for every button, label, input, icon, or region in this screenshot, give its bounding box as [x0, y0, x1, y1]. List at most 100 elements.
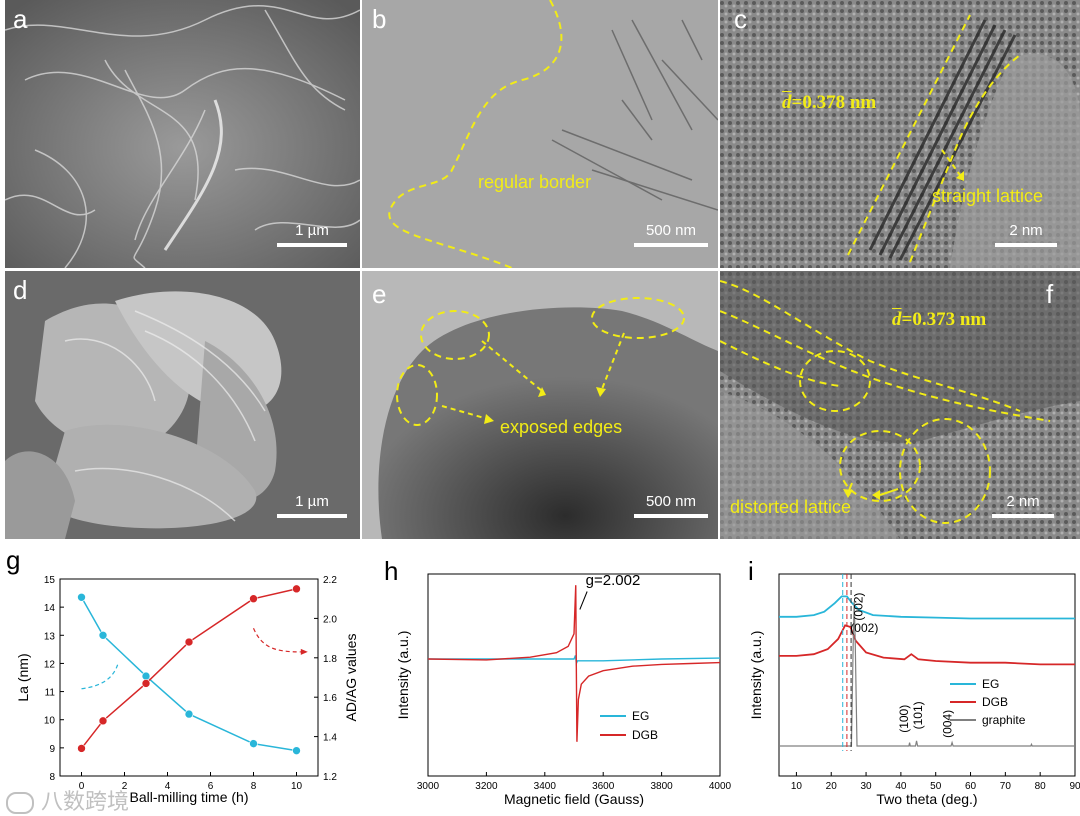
- legend-label: EG: [982, 677, 999, 691]
- panel-d-sem-image: d 1 µm: [5, 271, 360, 539]
- scale-bar-label: 2 nm: [1006, 493, 1040, 510]
- watermark-text: 八数跨境: [41, 790, 130, 815]
- watermark: 八数跨境: [6, 784, 129, 816]
- scale-bar: 1 µm: [277, 222, 347, 247]
- tem-texture-b: [388, 0, 718, 268]
- x-tick-label: 3400: [534, 781, 557, 792]
- scale-bar-label: 1 µm: [295, 493, 329, 510]
- y-tick-label-right: 2.0: [323, 614, 337, 625]
- scale-bar-label: 1 µm: [295, 222, 329, 239]
- sem-texture-a: [5, 0, 360, 268]
- panel-label: a: [13, 4, 28, 34]
- legend-label: DGB: [982, 695, 1008, 709]
- x-tick-label: 6: [208, 781, 214, 792]
- y-tick-label-left: 13: [44, 631, 56, 642]
- panel-label: f: [1046, 279, 1054, 309]
- data-point-la: [77, 592, 86, 602]
- x-tick-label: 50: [930, 781, 942, 792]
- scale-bar-label: 500 nm: [645, 222, 697, 239]
- annotation-straight-lattice: straight lattice: [932, 186, 1044, 206]
- x-tick-label: 3800: [650, 781, 673, 792]
- y-tick-label-right: 1.6: [323, 693, 337, 704]
- series-line-dgb: [427, 585, 721, 742]
- scale-bar-label: 500 nm: [645, 493, 697, 510]
- hrtem-texture-c: [720, 0, 1080, 268]
- data-point-ad-ag: [292, 584, 301, 594]
- peak-label: (002): [850, 621, 878, 635]
- tem-texture-e: [378, 297, 718, 539]
- panel-a-sem-image: a 1 µm: [5, 0, 360, 268]
- panel-label: d: [13, 275, 28, 305]
- panel-label-h: h: [384, 556, 399, 586]
- plot-frame: [778, 573, 1076, 777]
- series-line-eg: [779, 595, 1075, 620]
- x-tick-label: 3000: [417, 781, 440, 792]
- x-tick-label: 3200: [475, 781, 498, 792]
- panel-e-tem-image: e exposed edges 500 nm: [362, 271, 718, 539]
- y-axis-label-right: AD/AG values: [343, 634, 359, 722]
- y-tick-label-right: 1.2: [323, 772, 337, 783]
- y-tick-label-left: 12: [44, 659, 56, 670]
- panel-label: c: [734, 4, 747, 34]
- d-symbol: d: [782, 92, 792, 113]
- panel-c-hrtem-image: c d=0.378 nm straight lattice 2 nm: [720, 0, 1080, 268]
- panel-label: b: [372, 4, 387, 34]
- d-spacing-value: =0.373 nm: [901, 309, 987, 330]
- right-axis-arrow: [252, 628, 301, 653]
- x-tick-label: 30: [860, 781, 872, 792]
- x-tick-label: 3600: [592, 781, 615, 792]
- x-tick-label: 60: [965, 781, 977, 792]
- data-point-ad-ag: [77, 744, 86, 753]
- x-tick-label: 10: [791, 781, 803, 792]
- x-tick-label: 8: [251, 781, 257, 792]
- data-point-la: [249, 739, 258, 748]
- y-tick-label-right: 1.4: [323, 733, 337, 744]
- panel-label-i: i: [748, 556, 754, 586]
- x-tick-label: 0: [79, 781, 85, 792]
- y-tick-label-left: 10: [44, 716, 56, 727]
- x-tick-label: 90: [1069, 781, 1080, 792]
- scale-bar: 2 nm: [992, 493, 1054, 518]
- x-tick-label: 2: [122, 781, 128, 792]
- data-point-la: [98, 630, 108, 640]
- plot-frame: [59, 578, 319, 777]
- y-tick-label-left: 8: [49, 772, 55, 783]
- series-line-la: [80, 596, 297, 752]
- right-axis-arrow-head: [300, 648, 308, 655]
- chart-i: 10 20 30 40 50 60 70 80 90 Two theta (deg.) Intens…: [748, 573, 1080, 807]
- x-tick-label: 70: [1000, 781, 1012, 792]
- series-line-dgb: [779, 624, 1075, 666]
- d-spacing-value: =0.378 nm: [791, 92, 877, 113]
- series-line-ad-ag: [80, 588, 297, 749]
- d-spacing-label: d=0.373 nm: [892, 309, 986, 331]
- scale-bar: 500 nm: [634, 222, 708, 247]
- panel-b-tem-image: b regular border 500 nm: [362, 0, 718, 268]
- x-tick-label: 4: [165, 781, 171, 792]
- peak-label: (100): [897, 705, 911, 733]
- data-point-ad-ag: [184, 637, 194, 647]
- x-axis-label: Ball-milling time (h): [129, 789, 248, 805]
- x-tick-label: 80: [1035, 781, 1047, 792]
- charts-row: 0 2 4 6 8 10 8 9 10 11 12 13 14 15 1.2 1.4 1.6 1.8 2.0 2.2 B…: [15, 572, 1080, 807]
- panel-label: e: [372, 279, 387, 309]
- watermark-icon: [6, 792, 34, 814]
- chart-h: 3000 3200 3400 3600 3800 4000 Magnetic field (…: [395, 572, 732, 807]
- data-point-la: [292, 746, 301, 755]
- g-value-label: g=2.002: [586, 572, 641, 589]
- y-tick-label-left: 11: [45, 688, 56, 699]
- y-tick-label-right: 2.2: [323, 575, 337, 586]
- peak-label: (101): [911, 701, 925, 729]
- peak-label: (004): [941, 710, 955, 738]
- legend-label: EG: [632, 709, 649, 723]
- data-point-ad-ag: [141, 679, 151, 688]
- x-tick-label: 20: [826, 781, 838, 792]
- annotation-distorted-lattice: distorted lattice: [730, 497, 852, 517]
- sem-texture-d: [5, 271, 360, 539]
- y-axis-label: Intensity (a.u.): [395, 631, 411, 720]
- data-point-la: [184, 709, 194, 719]
- series-line-graphite: [779, 601, 1075, 747]
- data-point-ad-ag: [249, 594, 258, 604]
- y-axis-label: Intensity (a.u.): [748, 631, 764, 720]
- panel-label-g: g: [6, 545, 21, 575]
- y-tick-label-left: 15: [44, 575, 56, 586]
